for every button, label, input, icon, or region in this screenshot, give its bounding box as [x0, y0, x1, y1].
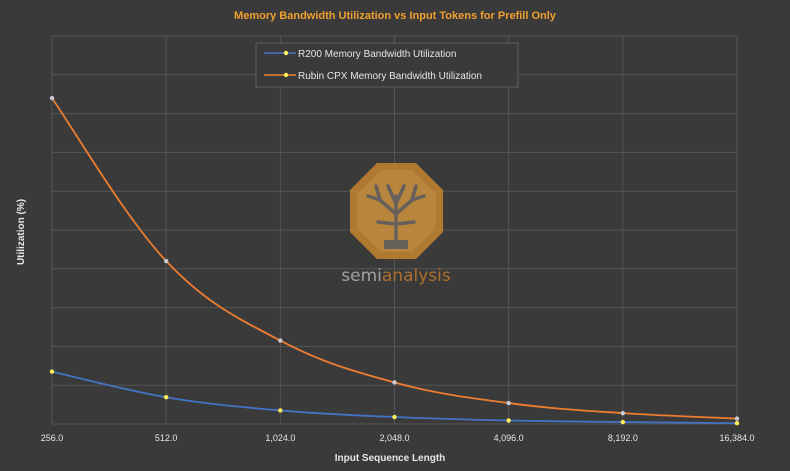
legend-label-r200: R200 Memory Bandwidth Utilization [298, 49, 456, 60]
data-point-r200 [49, 369, 55, 374]
data-point-cpx [620, 410, 626, 416]
data-point-r200 [734, 421, 740, 426]
data-point-r200 [620, 419, 626, 425]
legend-marker-cpx [283, 72, 289, 78]
data-point-r200 [392, 414, 397, 420]
x-axis-title: Input Sequence Length [335, 453, 446, 464]
data-point-cpx [506, 400, 511, 406]
data-point-cpx [392, 380, 397, 385]
legend-marker-r200 [283, 50, 289, 56]
watermark-text-analysis: analysis [382, 266, 451, 286]
chart-title: Memory Bandwidth Utilization vs Input To… [234, 10, 557, 22]
tree-pot-icon [384, 240, 408, 249]
data-point-cpx [278, 338, 283, 343]
x-tick-label: 1,024.0 [265, 433, 295, 443]
x-tick-label: 256.0 [41, 433, 64, 443]
x-tick-labels: 256.0 512.0 1,024.0 2,048.0 4,096.0 8,192.0 16… [41, 433, 755, 443]
series-layer [49, 95, 740, 426]
data-point-cpx [49, 95, 55, 101]
tree-icon [366, 184, 426, 242]
legend: R200 Memory Bandwidth Utilization Rubin … [255, 42, 519, 88]
x-tick-label: 4,096.0 [494, 433, 524, 443]
x-tick-label: 2,048.0 [379, 433, 409, 443]
x-tick-label: 16,384.0 [719, 433, 754, 443]
legend-box [255, 42, 519, 88]
data-point-cpx [163, 258, 169, 264]
watermark-text: semianalysis [341, 266, 451, 286]
data-point-r200 [506, 418, 511, 423]
y-axis-title: Utilization (%) [16, 199, 27, 265]
data-point-r200 [278, 408, 283, 413]
data-point-cpx [734, 416, 740, 421]
watermark-text-semi: semi [341, 266, 382, 286]
x-tick-label: 8,192.0 [608, 433, 638, 443]
data-point-r200 [163, 395, 169, 400]
x-tick-label: 512.0 [155, 433, 178, 443]
watermark: semianalysis [341, 163, 451, 286]
legend-label-cpx: Rubin CPX Memory Bandwidth Utilization [298, 71, 482, 82]
